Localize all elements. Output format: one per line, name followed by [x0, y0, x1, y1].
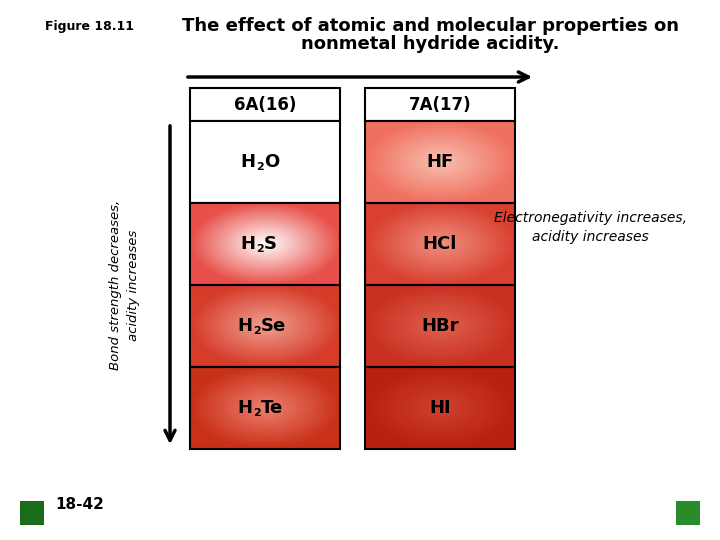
Text: 7A(17): 7A(17) — [409, 96, 472, 113]
Text: 2: 2 — [253, 408, 261, 418]
Bar — [365, 203, 515, 285]
Text: HBr: HBr — [421, 317, 459, 335]
Text: 6A(16): 6A(16) — [234, 96, 296, 113]
Text: 2: 2 — [256, 244, 264, 254]
Text: Se: Se — [261, 317, 287, 335]
Bar — [190, 367, 340, 449]
Text: S: S — [264, 235, 277, 253]
Text: O: O — [264, 153, 279, 171]
Bar — [190, 203, 340, 285]
Bar — [190, 88, 340, 121]
Bar — [365, 88, 515, 121]
Text: The effect of atomic and molecular properties on: The effect of atomic and molecular prope… — [181, 17, 678, 35]
Text: H: H — [240, 235, 255, 253]
Bar — [365, 367, 515, 449]
Bar — [676, 501, 700, 525]
Bar — [190, 285, 340, 367]
Text: 2: 2 — [256, 162, 264, 172]
Text: 2: 2 — [253, 326, 261, 336]
Bar — [365, 121, 515, 203]
Text: HCl: HCl — [423, 235, 457, 253]
Text: 18-42: 18-42 — [55, 497, 104, 512]
Text: Te: Te — [261, 399, 283, 417]
Text: H: H — [237, 399, 252, 417]
Text: Bond strength decreases,
acidity increases: Bond strength decreases, acidity increas… — [109, 200, 140, 370]
Text: HI: HI — [429, 399, 451, 417]
Bar — [365, 285, 515, 367]
Text: H: H — [240, 153, 255, 171]
Bar — [20, 501, 44, 525]
Bar — [190, 121, 340, 203]
Text: HF: HF — [426, 153, 454, 171]
Text: nonmetal hydride acidity.: nonmetal hydride acidity. — [301, 35, 559, 53]
Text: H: H — [237, 317, 252, 335]
Text: Figure 18.11: Figure 18.11 — [45, 20, 134, 33]
Text: Electronegativity increases,
acidity increases: Electronegativity increases, acidity inc… — [493, 211, 686, 244]
